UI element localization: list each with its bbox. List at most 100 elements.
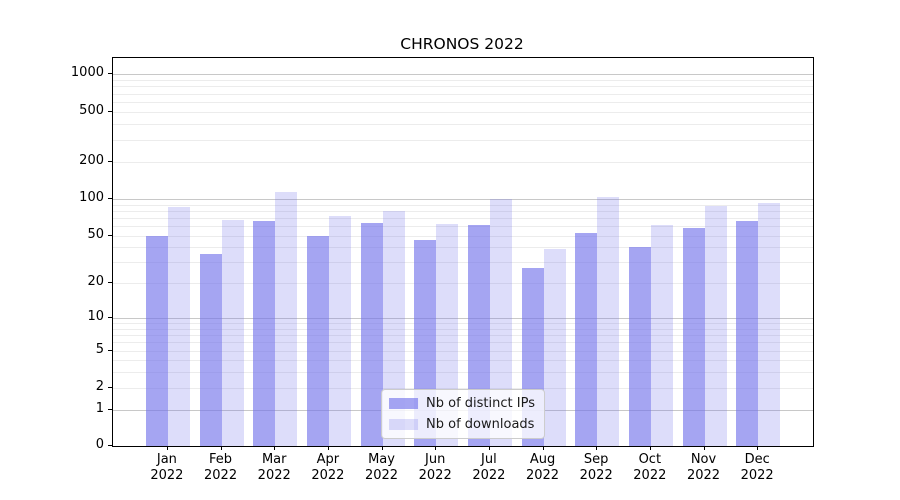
x-tick-label-oct: Oct 2022 — [633, 452, 667, 483]
y-tick-mark-2 — [108, 387, 112, 388]
legend-swatch-distinct-ips — [389, 398, 419, 409]
bar-downloads-dec — [758, 202, 781, 446]
gridline-minor-90 — [113, 204, 813, 206]
bar-distinct-ips-feb — [199, 254, 222, 446]
y-tick-label-1: 1 — [95, 401, 104, 416]
y-tick-mark-1 — [108, 409, 112, 410]
x-tick-mark-apr — [327, 446, 329, 450]
x-tick-label-jun: Jun 2022 — [418, 452, 452, 483]
x-tick-mark-sep — [596, 446, 598, 450]
bar-downloads-may — [382, 210, 405, 446]
legend-label-distinct-ips: Nb of distinct IPs — [426, 396, 535, 411]
y-tick-label-0: 0 — [95, 437, 104, 452]
x-tick-label-jul: Jul 2022 — [472, 452, 506, 483]
legend: Nb of distinct IPs Nb of downloads — [381, 389, 545, 439]
gridline-minor-200 — [113, 162, 813, 163]
y-tick-mark-5 — [108, 350, 112, 351]
y-tick-mark-100 — [108, 198, 112, 199]
y-tick-label-2: 2 — [95, 379, 104, 394]
y-tick-mark-1000 — [108, 73, 112, 74]
y-tick-mark-10 — [108, 317, 112, 318]
y-tick-label-20: 20 — [87, 274, 104, 289]
x-tick-mark-jun — [435, 446, 437, 450]
gridline-minor-70 — [113, 218, 813, 220]
bar-downloads-mar — [275, 192, 298, 446]
gridline-minor-6 — [113, 342, 813, 344]
x-tick-label-sep: Sep 2022 — [579, 452, 613, 483]
x-tick-mark-feb — [220, 446, 222, 450]
gridline-minor-500 — [113, 112, 813, 113]
bar-downloads-jul — [489, 199, 512, 446]
legend-label-downloads: Nb of downloads — [426, 417, 535, 432]
legend-item-downloads: Nb of downloads — [389, 417, 535, 432]
bar-distinct-ips-oct — [628, 247, 651, 446]
y-tick-mark-20 — [108, 282, 112, 283]
chart-title: CHRONOS 2022 — [400, 35, 524, 53]
gridline-minor-700 — [113, 93, 813, 95]
plot-area: Nb of distinct IPs Nb of downloads — [112, 57, 814, 447]
gridline-minor-50 — [113, 236, 813, 237]
gridline-minor-300 — [113, 139, 813, 141]
gridline-minor-4 — [113, 360, 813, 361]
gridline-major-10 — [113, 318, 813, 319]
y-tick-mark-0 — [108, 445, 112, 446]
bar-distinct-ips-nov — [682, 228, 705, 446]
x-tick-label-apr: Apr 2022 — [311, 452, 345, 483]
bar-downloads-jan — [167, 207, 190, 446]
y-tick-label-50: 50 — [87, 227, 104, 242]
y-tick-label-5: 5 — [95, 342, 104, 357]
gridline-minor-400 — [113, 124, 813, 126]
x-tick-mark-may — [381, 446, 383, 450]
gridline-minor-2 — [113, 388, 813, 389]
gridline-major-1000 — [113, 74, 813, 75]
bar-downloads-apr — [328, 215, 351, 446]
x-tick-label-feb: Feb 2022 — [204, 452, 238, 483]
x-tick-label-aug: Aug 2022 — [525, 452, 560, 483]
y-tick-mark-200 — [108, 161, 112, 162]
gridline-minor-900 — [113, 79, 813, 81]
legend-item-distinct-ips: Nb of distinct IPs — [389, 396, 535, 411]
bar-distinct-ips-jan — [145, 236, 168, 446]
gridline-minor-9 — [113, 323, 813, 325]
x-tick-mark-jan — [166, 446, 168, 450]
bar-distinct-ips-sep — [575, 232, 598, 446]
bar-distinct-ips-apr — [306, 236, 329, 446]
x-tick-label-nov: Nov 2022 — [686, 452, 721, 483]
bar-downloads-nov — [704, 206, 727, 446]
gridline-minor-80 — [113, 210, 813, 212]
x-tick-mark-aug — [542, 446, 544, 450]
gridline-major-100 — [113, 199, 813, 200]
y-tick-label-200: 200 — [79, 153, 104, 168]
gridline-minor-8 — [113, 328, 813, 330]
bar-downloads-sep — [597, 197, 620, 446]
x-tick-mark-nov — [703, 446, 705, 450]
y-tick-mark-50 — [108, 235, 112, 236]
x-tick-mark-dec — [757, 446, 759, 450]
bar-downloads-aug — [543, 248, 566, 446]
bar-distinct-ips-mar — [253, 221, 276, 446]
gridline-minor-3 — [113, 371, 813, 373]
x-tick-label-mar: Mar 2022 — [257, 452, 291, 483]
y-tick-label-500: 500 — [79, 103, 104, 118]
gridline-minor-600 — [113, 102, 813, 103]
y-tick-label-1000: 1000 — [70, 65, 104, 80]
gridline-minor-30 — [113, 262, 813, 264]
x-tick-label-jan: Jan 2022 — [150, 452, 184, 483]
x-tick-label-may: May 2022 — [364, 452, 399, 483]
gridline-minor-7 — [113, 334, 813, 336]
y-tick-label-100: 100 — [79, 190, 104, 205]
bar-distinct-ips-dec — [736, 221, 759, 446]
legend-swatch-downloads — [389, 419, 419, 430]
bar-distinct-ips-may — [360, 222, 383, 446]
x-tick-mark-jul — [488, 446, 490, 450]
x-tick-mark-oct — [649, 446, 651, 450]
x-tick-mark-mar — [274, 446, 276, 450]
y-tick-label-10: 10 — [87, 309, 104, 324]
gridline-minor-60 — [113, 226, 813, 228]
gridline-minor-5 — [113, 351, 813, 352]
y-tick-mark-500 — [108, 111, 112, 112]
x-tick-label-dec: Dec 2022 — [740, 452, 774, 483]
gridline-minor-800 — [113, 86, 813, 88]
gridline-minor-20 — [113, 283, 813, 284]
